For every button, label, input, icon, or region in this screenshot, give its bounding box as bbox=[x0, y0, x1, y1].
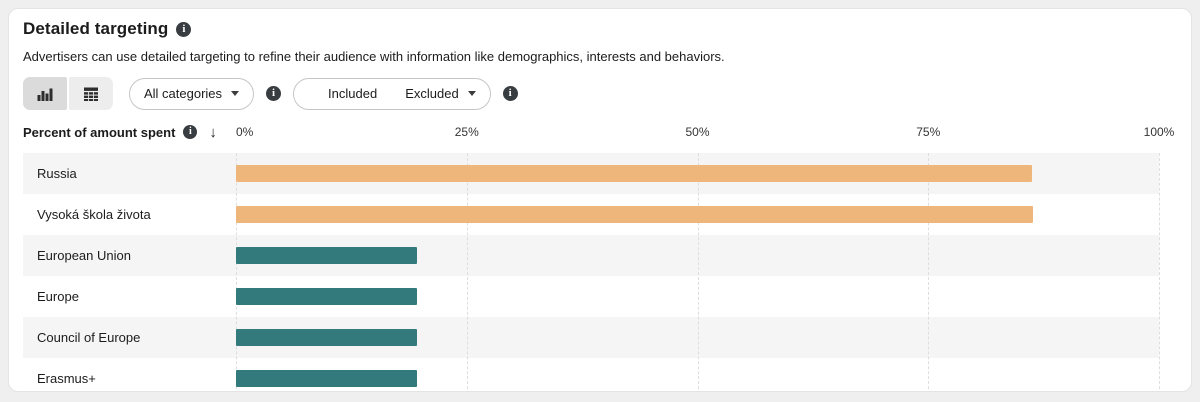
bar-track bbox=[236, 153, 1159, 194]
chart-row[interactable]: Vysoká škola života bbox=[23, 194, 1159, 235]
row-label: Russia bbox=[37, 166, 77, 181]
row-label: Europe bbox=[37, 289, 79, 304]
category-filter-label: All categories bbox=[144, 86, 223, 101]
gridline bbox=[236, 153, 237, 391]
x-axis-tick: 75% bbox=[916, 125, 941, 139]
info-icon[interactable] bbox=[502, 86, 518, 101]
bar-included[interactable] bbox=[236, 329, 417, 346]
page-title: Detailed targeting bbox=[23, 19, 169, 38]
detailed-targeting-panel: Detailed targeting Advertisers can use d… bbox=[8, 8, 1192, 392]
panel-header: Detailed targeting bbox=[23, 19, 1177, 39]
x-axis-tick: 50% bbox=[685, 125, 710, 139]
toolbar: All categories Included Excluded bbox=[23, 77, 1177, 110]
included-check-icon bbox=[308, 86, 323, 101]
sort-descending-icon[interactable] bbox=[209, 125, 217, 140]
gridline bbox=[697, 153, 699, 391]
chart-view-button[interactable] bbox=[23, 77, 67, 110]
chart-row[interactable]: European Union bbox=[23, 235, 1159, 276]
bar-track bbox=[236, 235, 1159, 276]
chevron-down-icon bbox=[231, 91, 240, 96]
row-label: Erasmus+ bbox=[37, 371, 96, 386]
gridline bbox=[466, 153, 468, 391]
row-label: Vysoká škola života bbox=[37, 207, 151, 222]
bar-included[interactable] bbox=[236, 288, 417, 305]
excluded-slash-icon bbox=[385, 86, 400, 101]
table-icon bbox=[83, 86, 99, 102]
bar-excluded[interactable] bbox=[236, 206, 1034, 223]
x-axis-tick: 0% bbox=[236, 125, 254, 139]
chart-row[interactable]: Europe bbox=[23, 276, 1159, 317]
bar-track bbox=[236, 317, 1159, 358]
metric-title-group: Percent of amount spent bbox=[23, 125, 217, 140]
bar-included[interactable] bbox=[236, 247, 417, 264]
bar-track bbox=[236, 358, 1159, 391]
info-icon[interactable] bbox=[176, 21, 192, 37]
chart-row[interactable]: Russia bbox=[23, 153, 1159, 194]
chevron-down-icon bbox=[467, 91, 476, 96]
legend-included-label: Included bbox=[328, 86, 378, 101]
chart-rows: Russia Vysoká škola života European Union E… bbox=[23, 153, 1160, 391]
row-label: Council of Europe bbox=[37, 330, 141, 345]
chart-header: Percent of amount spent 0% 25% 50% 75% 100% bbox=[23, 122, 1174, 142]
row-label: European Union bbox=[37, 248, 131, 263]
chart-row[interactable]: Council of Europe bbox=[23, 317, 1159, 358]
gridlines bbox=[236, 153, 1160, 391]
bar-excluded[interactable] bbox=[236, 165, 1032, 182]
bar-included[interactable] bbox=[236, 370, 417, 387]
view-toggle bbox=[23, 77, 113, 110]
info-icon[interactable] bbox=[266, 86, 282, 101]
x-axis-tick: 100% bbox=[1143, 125, 1175, 139]
table-view-button[interactable] bbox=[69, 77, 113, 110]
metric-title: Percent of amount spent bbox=[23, 124, 176, 140]
bar-track bbox=[236, 194, 1159, 235]
gridline bbox=[1159, 153, 1160, 391]
category-filter-dropdown[interactable]: All categories bbox=[129, 77, 255, 110]
gridline bbox=[928, 153, 930, 391]
bar-track bbox=[236, 276, 1159, 317]
chart-row[interactable]: Erasmus+ bbox=[23, 358, 1159, 391]
legend-excluded-label: Excluded bbox=[405, 86, 459, 101]
x-axis-ticks: 0% 25% 50% 75% 100% bbox=[236, 122, 1174, 142]
x-axis-tick: 25% bbox=[454, 125, 479, 139]
bar-chart-icon bbox=[37, 86, 53, 102]
info-icon[interactable] bbox=[183, 125, 198, 139]
panel-description: Advertisers can use detailed targeting t… bbox=[23, 49, 725, 64]
legend-filter-dropdown[interactable]: Included Excluded bbox=[293, 77, 491, 110]
